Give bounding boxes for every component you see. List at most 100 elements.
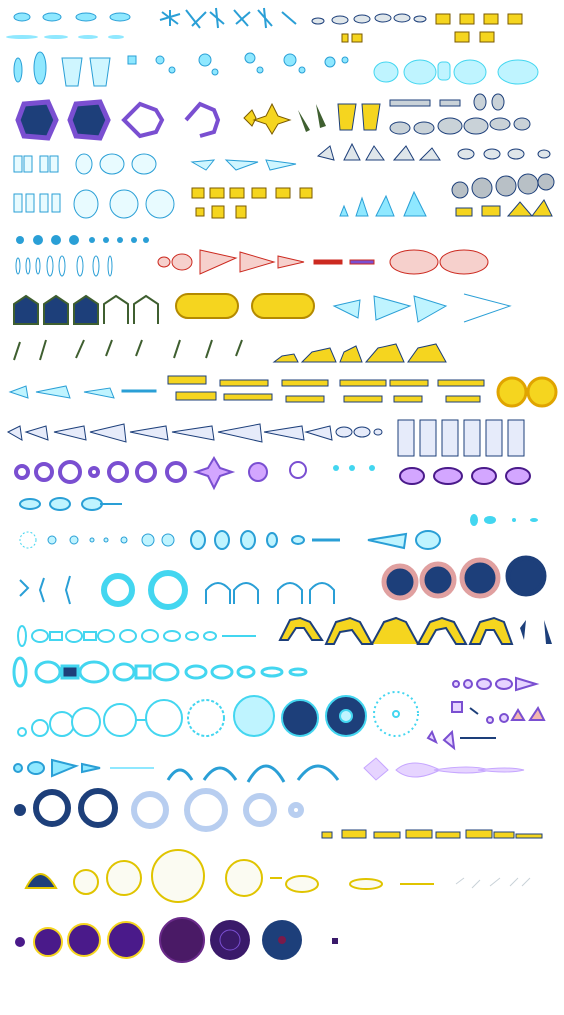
cyan-flame-sprite bbox=[33, 51, 47, 85]
purple-claw-sprite bbox=[184, 101, 221, 138]
row-13 bbox=[19, 530, 441, 550]
gray-rock-sprite bbox=[389, 93, 531, 135]
green-fang-sprite bbox=[298, 104, 326, 132]
row-10 bbox=[6, 419, 525, 457]
spindle-sprite bbox=[455, 877, 531, 889]
row-18 bbox=[13, 757, 525, 783]
cyan-orb-sprite bbox=[42, 12, 62, 22]
arch-sprite bbox=[205, 582, 335, 604]
wind-sprite bbox=[190, 159, 297, 171]
cyan-lance-sprite bbox=[108, 35, 124, 39]
chain-sprite bbox=[17, 625, 256, 647]
dot-ring-sprite bbox=[19, 531, 37, 549]
purple-claw-sprite bbox=[121, 101, 165, 139]
row-21 bbox=[24, 849, 531, 903]
row-20 bbox=[321, 829, 543, 839]
bubble-sprite bbox=[17, 691, 419, 737]
blue-flame-sprite bbox=[339, 190, 427, 217]
yellow-tooth-sprite bbox=[337, 103, 381, 131]
row-05 bbox=[13, 173, 555, 219]
row-19 bbox=[14, 788, 304, 832]
drill-sprite bbox=[6, 423, 383, 443]
cyan-lance-sprite bbox=[15, 255, 113, 277]
ice-sprite bbox=[13, 153, 157, 175]
row-06 bbox=[15, 235, 489, 277]
block-sprite bbox=[341, 13, 523, 43]
row-17 bbox=[17, 691, 419, 737]
gold-dot-sprite bbox=[191, 187, 313, 219]
pillar-sprite bbox=[397, 419, 525, 457]
row-12 bbox=[19, 497, 538, 526]
row-02 bbox=[13, 51, 539, 87]
gear-sprite bbox=[47, 533, 175, 547]
row-03 bbox=[15, 93, 531, 141]
row-14 bbox=[19, 555, 547, 610]
blue-ring-sprite bbox=[14, 788, 118, 828]
dark-ring-sprite bbox=[67, 99, 111, 141]
cyan-orb-sprite bbox=[109, 12, 131, 22]
lilac-comet-sprite bbox=[363, 757, 525, 781]
blob-sprite bbox=[311, 13, 427, 25]
cyan-small-sprite bbox=[127, 55, 137, 65]
sun-sprite bbox=[24, 849, 434, 903]
splash-sprite bbox=[13, 758, 154, 778]
plasma-sprite bbox=[15, 937, 25, 947]
row-09 bbox=[8, 375, 558, 408]
ice-sprite bbox=[13, 189, 175, 219]
fire-wave-sprite bbox=[272, 343, 447, 363]
chain-big-sprite bbox=[12, 656, 308, 688]
yellow-ring-sprite bbox=[496, 376, 558, 408]
cyan-small-sprite bbox=[333, 465, 375, 471]
yellow-bar-sprite bbox=[167, 375, 485, 403]
tear-sprite bbox=[190, 530, 441, 550]
gold-star-sprite bbox=[252, 102, 292, 135]
dark-blob-sprite bbox=[381, 555, 547, 601]
cyan-seed-sprite bbox=[19, 497, 122, 511]
row-08 bbox=[13, 339, 447, 363]
dark-fang-sprite bbox=[520, 620, 552, 644]
row-22 bbox=[15, 917, 338, 963]
void-sprite bbox=[159, 917, 338, 963]
row-04 bbox=[13, 142, 551, 175]
cyan-small-sprite bbox=[470, 514, 538, 526]
plasma-sprite bbox=[33, 921, 145, 959]
cyan-orb-sprite bbox=[75, 12, 97, 22]
gold-capsule-sprite bbox=[175, 293, 315, 319]
grass-sprite bbox=[13, 339, 243, 361]
row-01 bbox=[6, 7, 523, 43]
cyan-burst-sprite bbox=[332, 293, 512, 323]
cyan-orb-sprite bbox=[13, 12, 31, 22]
row-16 bbox=[12, 656, 546, 751]
gold-star-sprite bbox=[243, 109, 257, 127]
cyan-crystal-sprite bbox=[61, 57, 83, 87]
row-11 bbox=[14, 456, 531, 491]
cyan-flame-sprite bbox=[13, 57, 23, 83]
row-07 bbox=[13, 293, 512, 325]
dark-ring-sprite bbox=[15, 99, 59, 141]
purple-star-sprite bbox=[192, 456, 307, 491]
cyan-lance-sprite bbox=[44, 35, 68, 39]
purple-cloud-sprite bbox=[399, 467, 531, 485]
rock-sprite bbox=[316, 142, 551, 161]
cyan-burst-sprite bbox=[155, 52, 349, 76]
swirl-sprite bbox=[16, 235, 149, 245]
gray-rock-sprite bbox=[451, 173, 555, 217]
cyan-lance-sprite bbox=[78, 35, 98, 39]
purple-ring-sprite bbox=[14, 460, 187, 484]
wave-sprite bbox=[19, 575, 71, 605]
row-15 bbox=[17, 616, 552, 647]
cyan-lance-sprite bbox=[6, 35, 38, 39]
splash-sprite bbox=[166, 764, 340, 783]
yellow-chain-sprite bbox=[321, 829, 543, 839]
violet-drop-sprite bbox=[426, 676, 546, 751]
cyan-ring-sprite bbox=[101, 570, 188, 610]
cyan-fish-sprite bbox=[8, 385, 157, 399]
yellow-arch-sprite bbox=[278, 616, 514, 645]
spark-sprite bbox=[159, 7, 297, 29]
cyan-crystal-sprite bbox=[89, 57, 111, 87]
dark-cap-sprite bbox=[13, 294, 159, 325]
cyan-blob-sprite bbox=[373, 59, 539, 85]
red-eye-sprite bbox=[157, 249, 489, 275]
pale-ring-sprite bbox=[131, 788, 304, 832]
